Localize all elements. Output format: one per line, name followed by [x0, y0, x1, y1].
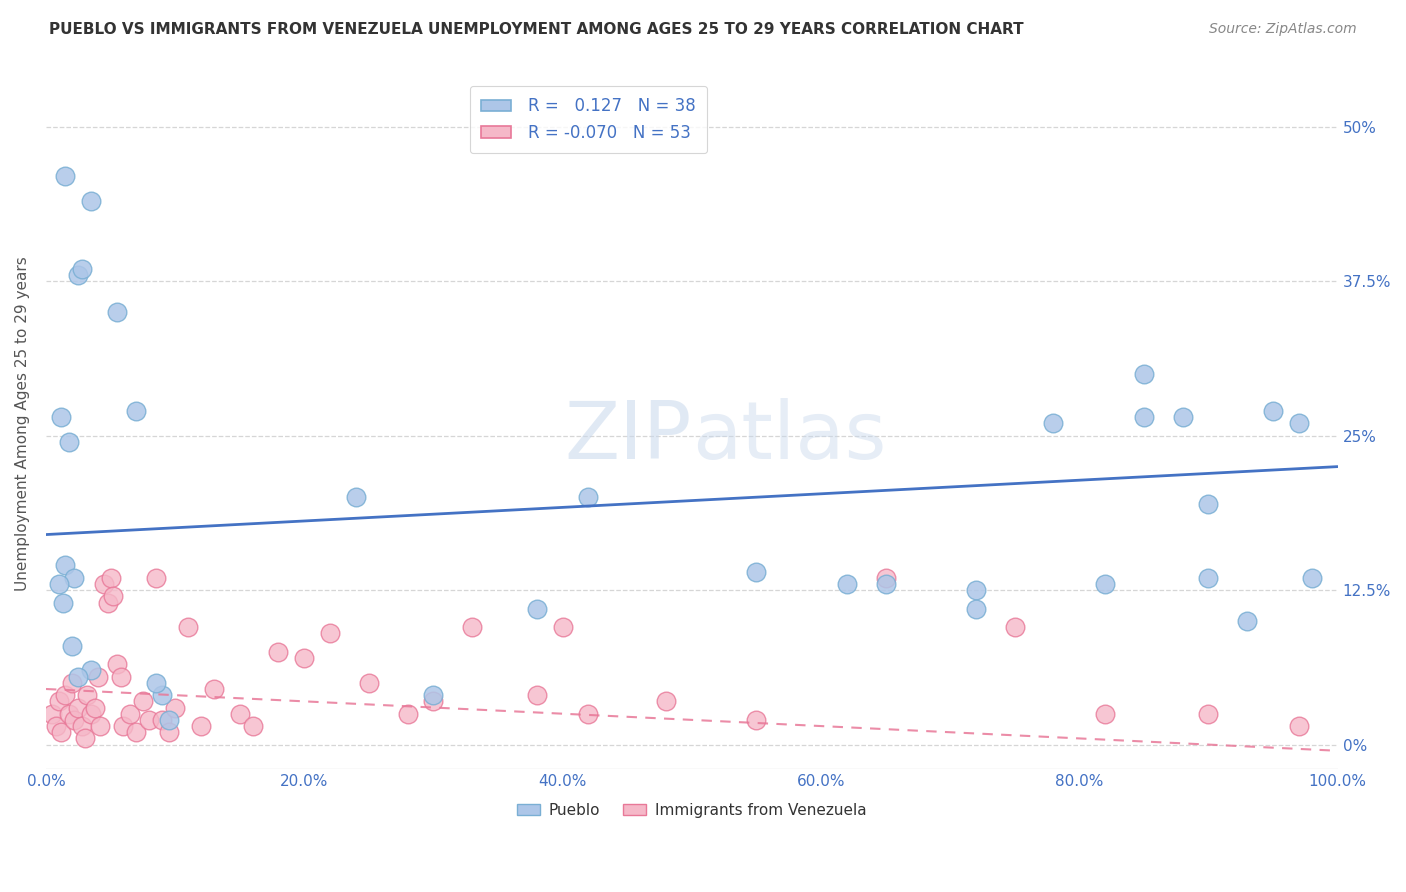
Point [70, 261, 93, 276]
Point [1004, 620, 1026, 634]
Point [105, 657, 128, 672]
Point [89, 719, 111, 733]
Point [835, 577, 858, 591]
Point [84, 700, 107, 714]
Point [53, 169, 76, 184]
Point [67, 670, 90, 684]
Point [125, 725, 148, 739]
Point [422, 688, 444, 702]
Y-axis label: Unemployment Among Ages 25 to 29 years: Unemployment Among Ages 25 to 29 years [15, 256, 30, 591]
Point [86, 670, 108, 684]
Point [1133, 410, 1156, 425]
Point [51, 410, 73, 425]
Legend: Pueblo, Immigrants from Venezuela: Pueblo, Immigrants from Venezuela [510, 797, 873, 824]
Point [165, 700, 187, 714]
Point [58, 706, 80, 721]
Point [53, 558, 76, 573]
Point [110, 670, 132, 684]
Point [60, 639, 83, 653]
Point [48, 694, 70, 708]
Point [422, 694, 444, 708]
Point [1288, 719, 1310, 733]
Point [267, 645, 290, 659]
Point [745, 565, 768, 579]
Point [63, 713, 86, 727]
Point [132, 694, 155, 708]
Point [125, 404, 148, 418]
Point [578, 706, 600, 721]
Point [965, 583, 987, 598]
Text: ZIP: ZIP [564, 398, 692, 476]
Point [526, 601, 548, 615]
Point [1198, 706, 1220, 721]
Point [655, 694, 678, 708]
Point [145, 571, 167, 585]
Point [190, 719, 212, 733]
Point [145, 675, 167, 690]
Point [53, 688, 76, 702]
Point [150, 688, 173, 702]
Point [105, 305, 128, 319]
Point [1301, 571, 1323, 585]
Text: PUEBLO VS IMMIGRANTS FROM VENEZUELA UNEMPLOYMENT AMONG AGES 25 TO 29 YEARS CORRE: PUEBLO VS IMMIGRANTS FROM VENEZUELA UNEM… [49, 22, 1024, 37]
Point [48, 577, 70, 591]
Point [578, 491, 600, 505]
Point [177, 620, 200, 634]
Point [1171, 410, 1194, 425]
Point [80, 706, 103, 721]
Point [965, 601, 987, 615]
Point [80, 194, 103, 208]
Point [1198, 497, 1220, 511]
Point [100, 571, 122, 585]
Point [157, 725, 180, 739]
Point [1236, 614, 1258, 628]
Point [526, 688, 548, 702]
Point [101, 590, 124, 604]
Point [41, 706, 63, 721]
Point [138, 713, 160, 727]
Text: Source: ZipAtlas.com: Source: ZipAtlas.com [1209, 22, 1357, 37]
Point [875, 571, 897, 585]
Point [344, 491, 367, 505]
Point [1198, 571, 1220, 585]
Point [745, 713, 768, 727]
Point [97, 595, 120, 609]
Point [118, 706, 141, 721]
Point [1133, 367, 1156, 381]
Point [73, 731, 96, 746]
Point [67, 268, 90, 282]
Point [551, 620, 574, 634]
Point [1288, 417, 1310, 431]
Point [242, 719, 264, 733]
Point [150, 713, 173, 727]
Point [1261, 404, 1284, 418]
Point [112, 719, 135, 733]
Point [228, 706, 250, 721]
Point [52, 595, 75, 609]
Point [875, 577, 897, 591]
Point [157, 713, 180, 727]
Point [60, 675, 83, 690]
Point [1042, 417, 1064, 431]
Point [45, 719, 67, 733]
Point [1094, 577, 1116, 591]
Point [1094, 706, 1116, 721]
Point [357, 675, 380, 690]
Point [396, 706, 419, 721]
Text: atlas: atlas [692, 398, 886, 476]
Point [76, 688, 98, 702]
Point [51, 725, 73, 739]
Point [80, 664, 103, 678]
Point [292, 651, 315, 665]
Point [202, 681, 225, 696]
Point [63, 571, 86, 585]
Point [67, 700, 90, 714]
Point [461, 620, 484, 634]
Point [319, 626, 342, 640]
Point [93, 577, 115, 591]
Point [70, 719, 93, 733]
Point [58, 434, 80, 449]
